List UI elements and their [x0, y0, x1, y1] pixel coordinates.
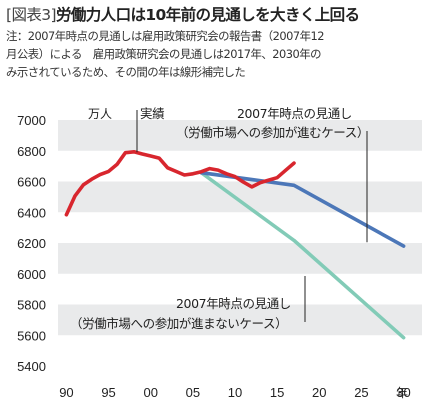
y-tick-label: 5600: [17, 328, 46, 343]
annotation-participation-up: 2007年時点の見通し: [237, 106, 352, 121]
annotation-participation-flat: （労働市場への参加が進まないケース）: [70, 316, 287, 331]
title-text: 労働力人口は10年前の見通しを大きく上回る: [55, 6, 360, 24]
grid-bands: [58, 120, 422, 336]
x-tick-label: 05: [186, 385, 200, 400]
grid-band: [58, 243, 422, 274]
chart-note: 注：2007年時点の見通しは雇用政策研究会の報告書（2007年12 月公表）によ…: [6, 27, 438, 81]
annotations: 実績 2007年時点の見通し （労働市場への参加が進むケース） 2007年時点の見通し…: [70, 106, 369, 331]
annotation-participation-flat: 2007年時点の見通し: [176, 296, 291, 311]
note-line: み示されているため、その間の年は線形補完した: [6, 65, 246, 79]
y-tick-label: 6800: [17, 144, 46, 159]
x-tick-label: 25: [354, 385, 368, 400]
x-tick-label: 20: [312, 385, 326, 400]
y-tick-label: 5800: [17, 298, 46, 313]
x-tick-label: 30: [396, 385, 410, 400]
x-tick-label: 15: [270, 385, 284, 400]
figure-label: [図表3]: [6, 6, 57, 24]
annotation-participation-up: （労働市場への参加が進むケース）: [176, 125, 369, 140]
y-tick-label: 6600: [17, 175, 46, 190]
series-line-2: [199, 170, 406, 340]
note-line: 月公表）による 雇用政策研究会の見通しは2017年、2030年の: [6, 47, 322, 61]
note-line: 注：2007年時点の見通しは雇用政策研究会の報告書（2007年12: [6, 29, 324, 43]
chart-title: [図表3]労働力人口は10年前の見通しを大きく上回る: [6, 3, 360, 25]
grid-band: [58, 304, 422, 336]
x-unit-label: 年: [396, 386, 408, 400]
y-axis-ticks: 5400 5600 5800 6000 6200 6400 6600 6800 7000: [17, 113, 46, 374]
x-axis-ticks: 90 95 00 05 10 15 20 25 30: [59, 385, 411, 400]
x-tick-label: 00: [143, 385, 157, 400]
annotation-actual: 実績: [140, 106, 164, 121]
y-tick-label: 7000: [17, 113, 46, 128]
y-tick-label: 5400: [17, 359, 46, 374]
grid-band: [58, 120, 422, 151]
y-tick-label: 6400: [17, 205, 46, 220]
annotation-leaders: [136, 110, 368, 322]
x-tick-label: 95: [101, 385, 115, 400]
grid-band: [58, 181, 422, 213]
x-tick-label: 90: [59, 385, 73, 400]
y-tick-label: 6200: [17, 236, 46, 251]
y-tick-label: 6000: [17, 267, 46, 282]
y-unit-label: 万人: [88, 107, 112, 121]
series-line-0: [64, 150, 296, 217]
x-tick-label: 10: [228, 385, 242, 400]
